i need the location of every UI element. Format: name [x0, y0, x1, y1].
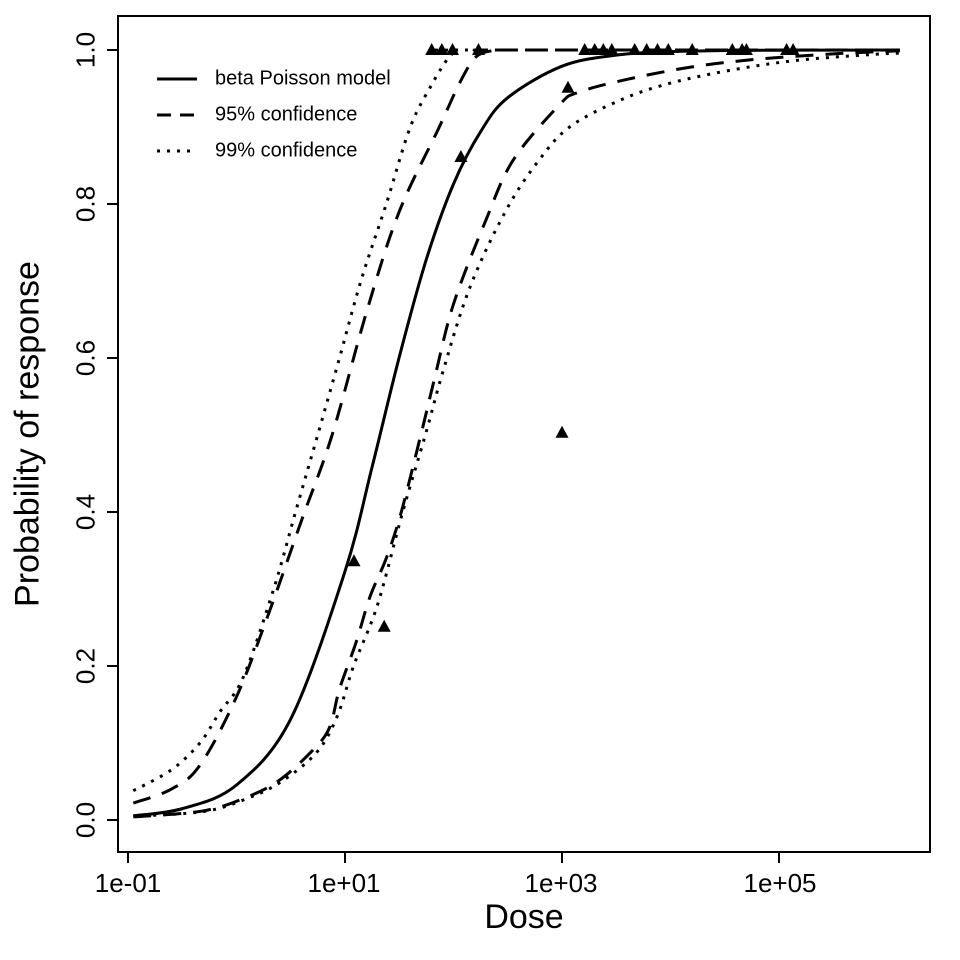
observation-triangle-marker [446, 43, 459, 55]
y-tick-label: 0.0 [70, 801, 101, 839]
curve-99-confidence-lower [133, 51, 900, 818]
observation-triangle-marker [435, 43, 449, 55]
observation-triangle-marker [685, 43, 699, 55]
curve-99-confidence-upper [132, 48, 900, 793]
observation-triangle-marker [640, 43, 654, 55]
y-tick-label: 0.4 [70, 493, 101, 531]
x-tick-label: 1e+01 [307, 868, 381, 898]
y-axis-title: Probability of response [8, 261, 47, 607]
observation-triangle-marker [628, 43, 642, 55]
x-tick-label: 1e+05 [743, 868, 817, 898]
observation-triangle-marker [578, 43, 592, 55]
curve-95-confidence-upper [132, 48, 900, 805]
curve-95-confidence-lower [133, 49, 900, 819]
observation-triangle-marker [377, 619, 391, 632]
observation-triangle-marker [605, 43, 619, 55]
observation-triangle-marker [786, 43, 800, 55]
x-tick-label: 1e-01 [94, 868, 162, 898]
y-tick-label: 0.8 [70, 185, 101, 223]
legend-label-beta-poisson: beta Poisson model [215, 67, 391, 90]
observation-triangle-marker [651, 43, 664, 55]
observation-triangle-marker [725, 43, 739, 55]
legend-label-95-confidence: 95% confidence [215, 103, 358, 126]
curve-beta-poisson-model [133, 48, 900, 818]
x-tick-label: 1e+03 [524, 868, 598, 898]
observation-triangle-marker [739, 43, 753, 55]
plot-border [117, 15, 931, 853]
observation-triangle-marker [472, 43, 485, 55]
observation-triangle-marker [425, 43, 439, 55]
observation-triangle-marker [588, 43, 602, 55]
observation-triangle-marker [596, 43, 610, 55]
observation-triangle-marker [555, 425, 569, 438]
observation-triangle-marker [561, 80, 575, 93]
x-axis-title: Dose [484, 898, 564, 936]
observation-triangle-marker [347, 554, 361, 567]
y-tick-label: 0.2 [70, 647, 101, 685]
observation-triangle-marker [454, 150, 468, 162]
legend-label-99-confidence: 99% confidence [215, 139, 358, 162]
observation-triangle-marker [661, 43, 675, 55]
y-tick-label: 0.6 [70, 339, 101, 377]
y-tick-label: 1.0 [70, 31, 101, 69]
